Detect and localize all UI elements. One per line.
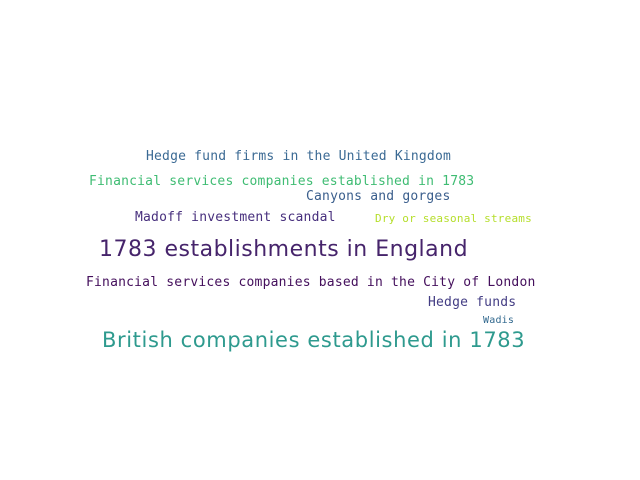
word-financial-services-city-of-london: Financial services companies based in th… xyxy=(86,275,536,290)
word-madoff-investment-scandal: Madoff investment scandal xyxy=(135,210,336,225)
word-financial-services-1783: Financial services companies established… xyxy=(89,174,475,189)
word-hedge-funds: Hedge funds xyxy=(428,295,517,310)
word-wadis: Wadis xyxy=(483,315,515,326)
word-hedge-fund-firms-uk: Hedge fund firms in the United Kingdom xyxy=(146,149,452,164)
word-1783-establishments-england: 1783 establishments in England xyxy=(99,237,469,262)
word-british-companies-1783: British companies established in 1783 xyxy=(102,328,526,352)
word-dry-or-seasonal-streams: Dry or seasonal streams xyxy=(375,212,532,225)
word-canyons-and-gorges: Canyons and gorges xyxy=(306,189,451,204)
